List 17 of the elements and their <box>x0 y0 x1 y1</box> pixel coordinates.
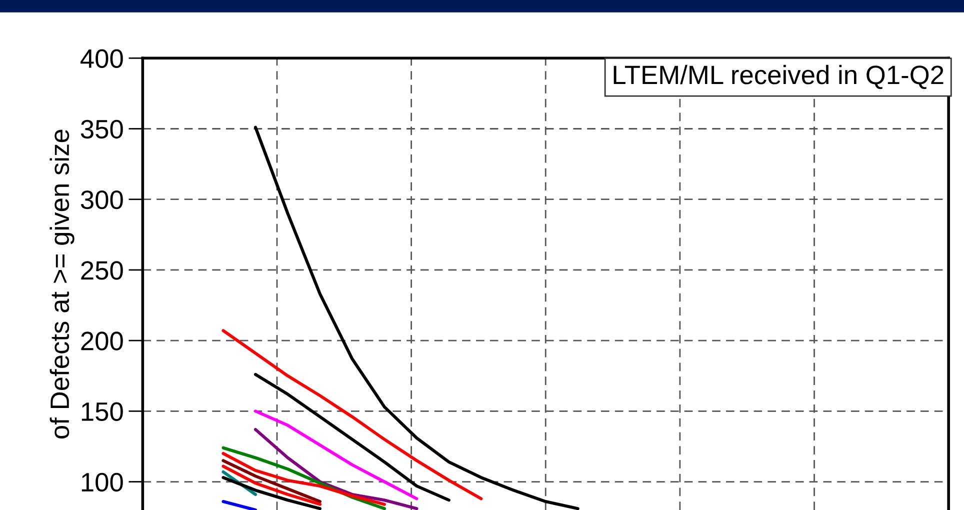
y-tick-label: 250 <box>81 261 123 280</box>
line-series <box>254 428 418 510</box>
y-tick-label: 200 <box>81 332 123 350</box>
line-series <box>222 329 483 500</box>
y-tick-label: 150 <box>82 402 123 421</box>
y-tick-label: 100 <box>82 472 123 492</box>
annotation: LTEM/ML received in Q1-Q2 <box>614 64 944 90</box>
line-series <box>254 372 450 502</box>
line-series <box>222 464 322 506</box>
y-tick-label: 300 <box>80 190 123 210</box>
y-tick-label: 400 <box>80 49 123 68</box>
line-series <box>222 476 322 510</box>
y-tick-label: 350 <box>80 120 123 139</box>
line-series <box>222 459 322 504</box>
y-axis-title: of Defects at >= given size <box>50 130 74 438</box>
line-series <box>254 126 580 510</box>
line-series <box>254 410 418 500</box>
